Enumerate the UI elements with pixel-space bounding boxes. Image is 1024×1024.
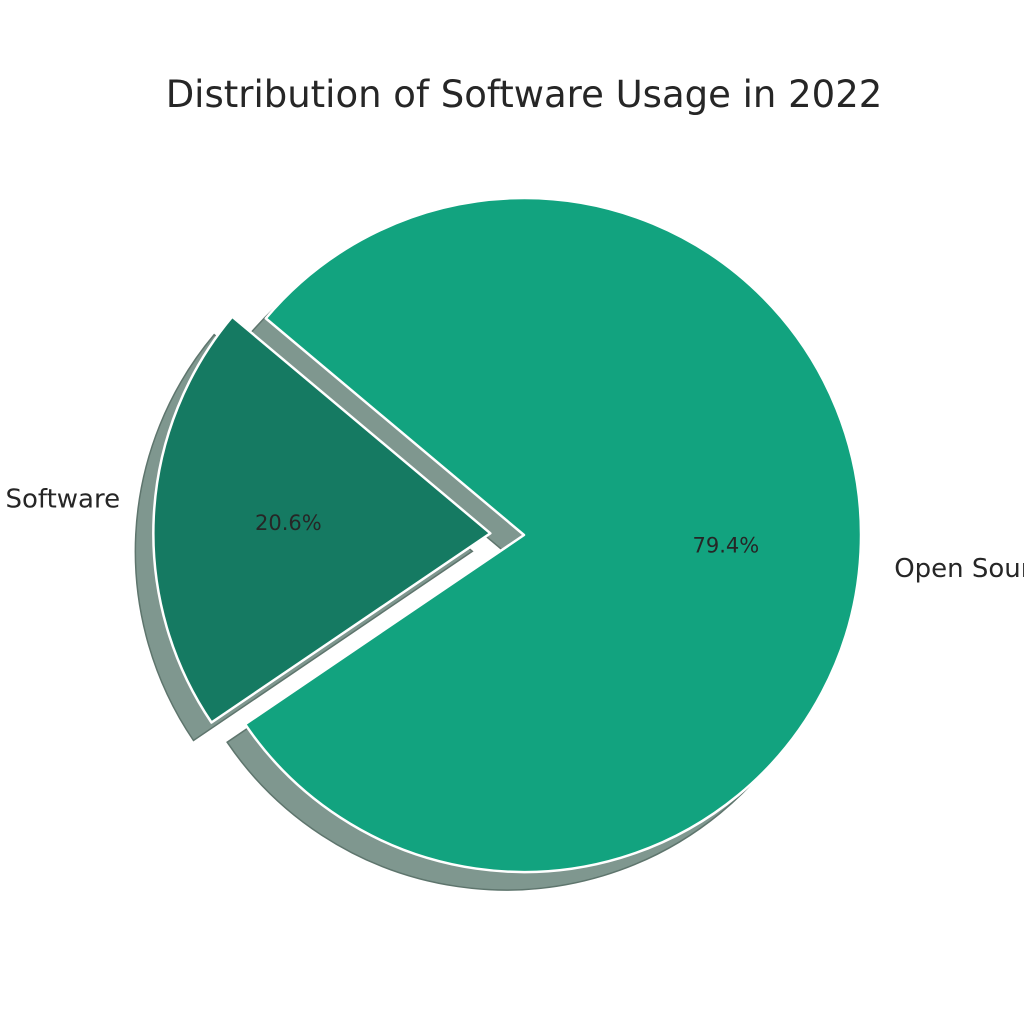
chart-title: Distribution of Software Usage in 2022	[165, 73, 883, 116]
closed-source-software-category-label: Closed Source Software	[0, 484, 120, 514]
pie-slice-open-source-software	[243, 196, 863, 874]
open-source-software-percent-label: 79.4%	[693, 533, 760, 557]
closed-source-software-percent-label: 20.6%	[255, 511, 322, 535]
open-source-software-category-label: Open Source Software	[894, 554, 1024, 584]
pie-slice-closed-source-software	[152, 315, 492, 724]
pie-slice-layer	[152, 196, 863, 874]
pie-label-layer: 20.6% Closed Source Software 79.4% Open Sou…	[0, 484, 1024, 584]
